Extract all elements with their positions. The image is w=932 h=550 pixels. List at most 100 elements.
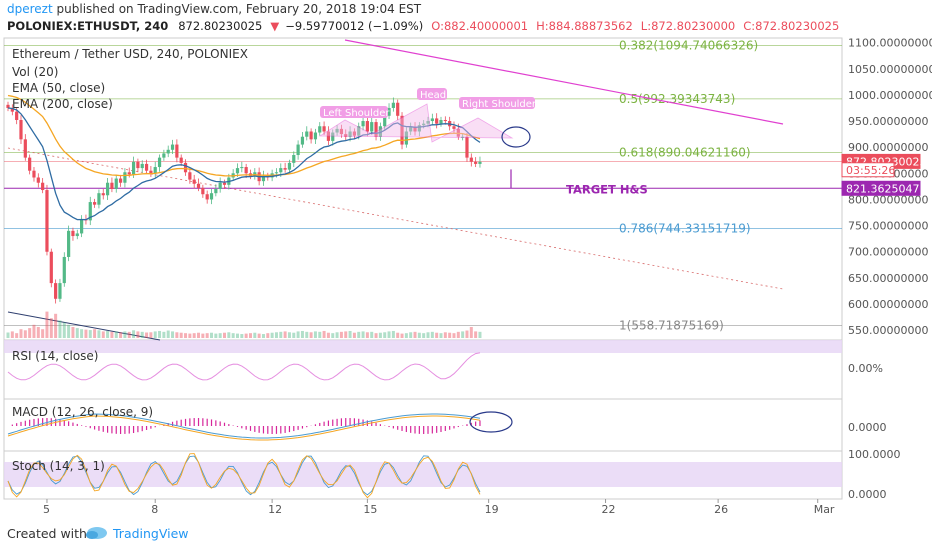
candle	[417, 125, 421, 132]
x-axis: 5 8 12 15 19 22 26 Mar	[43, 499, 835, 516]
right-shoulder-label-bg	[459, 97, 535, 109]
volume-bar	[140, 331, 144, 338]
legend-ema50: EMA (50, close)	[12, 81, 105, 95]
fib-layer: 0.382(1094.74066326) 0.5(992.39343743) 0.6…	[4, 38, 842, 333]
breakdown-circle	[501, 126, 531, 148]
volume-bar	[300, 330, 304, 338]
candle	[110, 182, 114, 189]
candle	[15, 111, 19, 120]
candle	[344, 134, 348, 137]
volume-bar	[162, 331, 166, 338]
volume-bar	[357, 331, 361, 338]
stoch-band	[4, 462, 842, 487]
volume-bar	[54, 313, 58, 338]
rsi-band	[4, 340, 842, 353]
volume-bar	[391, 330, 395, 338]
volume-bar	[192, 333, 196, 338]
volume-bar	[430, 331, 434, 338]
candle	[253, 172, 257, 176]
candle	[58, 283, 62, 299]
y-tick-label: 1100.00000000	[848, 37, 932, 50]
candle	[222, 182, 227, 185]
volume-bar	[409, 332, 413, 338]
volume-bar	[123, 331, 127, 338]
volume-bar	[28, 328, 32, 338]
candle	[339, 128, 344, 135]
ema200-line	[7, 94, 481, 177]
candle	[196, 183, 201, 188]
volume-bar	[210, 332, 214, 338]
publish-header: dperezt published on TradingView.com, Fe…	[7, 2, 839, 33]
volume-bar	[296, 331, 300, 338]
candle	[201, 187, 205, 195]
volume-bar	[41, 329, 45, 338]
candle	[261, 175, 266, 182]
y-tick-label: 750.00000000	[848, 220, 928, 233]
candle	[218, 182, 222, 189]
volume-bar	[23, 330, 27, 338]
volume-bar	[469, 327, 473, 338]
volume-bar	[305, 331, 309, 338]
candle	[67, 230, 71, 257]
candle	[422, 123, 426, 126]
tradingview-brand-link[interactable]: TradingView	[112, 526, 189, 541]
candle	[162, 153, 166, 158]
price-panel[interactable]	[3, 37, 843, 341]
y-tick-label: 950.00000000	[848, 115, 928, 128]
volume-bar	[292, 332, 296, 338]
volume-bar	[426, 332, 430, 338]
candle	[136, 161, 140, 169]
volume-bar	[223, 332, 226, 338]
candle	[244, 167, 248, 174]
candle	[45, 190, 49, 252]
volume-bar	[352, 332, 356, 338]
candle	[465, 136, 469, 158]
candle	[140, 163, 144, 169]
volume-bar	[15, 333, 19, 338]
volume-bar	[270, 332, 274, 338]
candle	[88, 202, 92, 221]
y-tick-label: 550.00000000	[848, 324, 928, 337]
low-text: L:872.80230000	[641, 19, 735, 33]
macd-title: MACD (12, 26, close, 9)	[12, 405, 153, 419]
macd-tick: 0.0000	[848, 421, 887, 434]
volume-bar	[149, 332, 153, 338]
volume-bar	[6, 332, 10, 338]
candle	[41, 182, 45, 191]
candle	[179, 157, 183, 163]
volume-bar	[201, 333, 205, 338]
candle	[183, 162, 188, 173]
footer: Created with TradingView	[7, 526, 189, 541]
right-shoulder-label: Right Shoulder	[462, 99, 537, 110]
volume-bar	[478, 331, 482, 338]
candle	[23, 139, 27, 158]
volume-bar	[370, 331, 374, 338]
pattern-layer: Left Shoulder Head Right Shoulder TARGET H&…	[318, 88, 648, 196]
volume-bar	[136, 331, 140, 338]
volume-bar	[400, 333, 404, 338]
volume-bar	[145, 332, 149, 338]
candle	[378, 126, 382, 137]
volume-bar	[456, 331, 460, 338]
candle	[309, 131, 313, 140]
stoch-d-line	[7, 453, 481, 499]
author-link[interactable]: dperezt	[7, 2, 53, 16]
y-tick-label: 800.00000000	[848, 193, 928, 206]
volume-bar	[132, 330, 136, 338]
volume-bar	[248, 333, 252, 338]
candle	[32, 170, 36, 178]
volume-bar	[279, 331, 283, 338]
volume-bar	[274, 332, 278, 338]
x-tick-label: 22	[602, 503, 616, 516]
volume-bar	[283, 331, 287, 338]
volume-bar	[153, 331, 157, 338]
ema-layer	[7, 94, 481, 221]
candle	[101, 193, 105, 196]
signal-line	[7, 415, 481, 441]
svg-text:POLONIEX:ETHUSDT, 240 87: POLONIEX:ETHUSDT, 240 872.80230025 ▼ −9.…	[7, 19, 839, 33]
volume-bar	[266, 333, 270, 338]
candle	[469, 157, 473, 162]
candle	[391, 102, 395, 108]
candle	[474, 161, 478, 164]
